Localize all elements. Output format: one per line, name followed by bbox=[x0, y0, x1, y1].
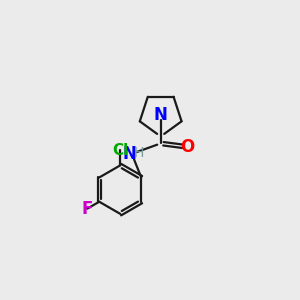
Text: Cl: Cl bbox=[112, 143, 128, 158]
Text: F: F bbox=[82, 200, 93, 218]
Text: H: H bbox=[134, 146, 144, 160]
Text: N: N bbox=[123, 145, 136, 163]
Text: N: N bbox=[154, 106, 168, 124]
Text: O: O bbox=[180, 138, 194, 156]
